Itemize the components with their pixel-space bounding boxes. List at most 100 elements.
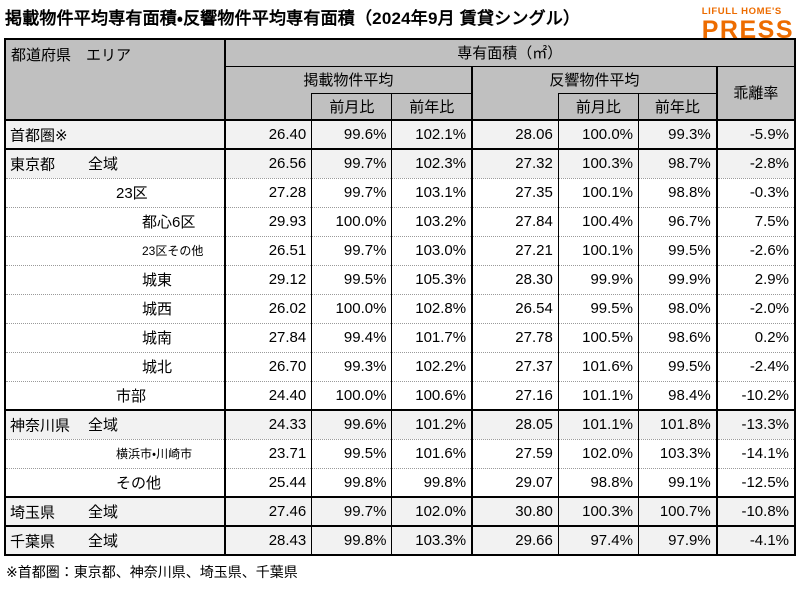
area-label: 城南 <box>142 330 173 347</box>
response-mom-cell: 99.5% <box>557 294 639 324</box>
response-yoy-cell: 100.7% <box>637 497 717 527</box>
divergence-cell: -5.9% <box>715 120 795 150</box>
table-row-23ku: 23区 27.28 99.7% 103.1% 27.35 100.1% 98.8… <box>5 178 795 208</box>
area-label: 全域 <box>88 533 119 550</box>
response-yoy-cell: 99.5% <box>637 352 717 382</box>
divergence-cell: -2.6% <box>715 236 795 266</box>
listed-mom-header: 前月比 <box>311 92 392 121</box>
listed-yoy-cell: 102.2% <box>391 352 473 382</box>
response-yoy-cell: 98.0% <box>637 294 717 324</box>
listed-mom-cell: 99.4% <box>311 323 392 353</box>
listed-yoy-cell: 102.0% <box>391 497 473 527</box>
listed-area-cell: 27.28 <box>223 178 312 208</box>
divergence-header: 乖離率 <box>715 66 795 121</box>
listed-mom-cell: 100.0% <box>311 381 392 411</box>
prefecture-label: 首都圏※ <box>10 127 68 144</box>
listed-yoy-cell: 103.1% <box>391 178 473 208</box>
row-label-cell: 埼玉県 全域 <box>5 497 225 527</box>
response-area-cell: 28.06 <box>471 120 559 150</box>
response-area-cell: 28.30 <box>471 265 559 295</box>
area-label: 市部 <box>116 387 147 405</box>
area-label: 城西 <box>142 301 173 318</box>
response-mom-cell: 100.5% <box>557 323 639 353</box>
response-mom-cell: 99.9% <box>557 265 639 295</box>
listed-area-cell: 27.84 <box>223 323 312 353</box>
listed-area-cell: 29.12 <box>223 265 312 295</box>
listed-yoy-cell: 102.1% <box>391 120 473 150</box>
listed-area-cell: 26.56 <box>223 149 312 179</box>
divergence-cell: -4.1% <box>715 526 795 556</box>
table-row-shibu: 市部 24.40 100.0% 100.6% 27.16 101.1% 98.4… <box>5 381 795 411</box>
listed-area-cell: 24.33 <box>223 410 312 440</box>
listed-mom-cell: 99.3% <box>311 352 392 382</box>
response-yoy-cell: 101.8% <box>637 410 717 440</box>
area-label: 全域 <box>88 504 119 521</box>
row-label-cell: 千葉県 全域 <box>5 526 225 556</box>
listed-mom-cell: 99.8% <box>311 526 392 556</box>
listed-mom-cell: 99.5% <box>311 439 392 469</box>
table-row-kanagawa-zeniki: 神奈川県 全域 24.33 99.6% 101.2% 28.05 101.1% 1… <box>5 410 795 440</box>
listed-yoy-cell: 99.8% <box>391 468 473 498</box>
listed-mom-cell: 99.7% <box>311 497 392 527</box>
listed-yoy-cell: 101.6% <box>391 439 473 469</box>
table-row-shutoken: 首都圏※ 26.40 99.6% 102.1% 28.06 100.0% 99.… <box>5 120 795 150</box>
area-label: 城北 <box>142 359 173 376</box>
page-title: 掲載物件平均専有面積・反響物件平均専有面積（2024年9月 賃貸シングル） <box>5 9 581 28</box>
listed-group-header: 掲載物件平均 <box>223 66 473 93</box>
row-label-cell: 都心6区 <box>5 207 225 237</box>
response-yoy-cell: 99.9% <box>637 265 717 295</box>
listed-yoy-cell: 101.2% <box>391 410 473 440</box>
divergence-cell: -2.4% <box>715 352 795 382</box>
row-label-cell: 城北 <box>5 352 225 382</box>
response-mom-cell: 100.0% <box>557 120 639 150</box>
row-label-cell: 23区 <box>5 178 225 208</box>
listed-area-cell: 26.70 <box>223 352 312 382</box>
response-mom-header: 前月比 <box>557 92 639 121</box>
divergence-cell: -2.0% <box>715 294 795 324</box>
header-row-1: 都道府県 エリア 専有面積（㎡） <box>5 39 795 121</box>
divergence-cell: -12.5% <box>715 468 795 498</box>
response-mom-cell: 98.8% <box>557 468 639 498</box>
response-yoy-cell: 96.7% <box>637 207 717 237</box>
listed-yoy-header: 前年比 <box>391 92 473 121</box>
prefecture-label: 神奈川県 <box>10 417 71 435</box>
response-area-cell: 27.32 <box>471 149 559 179</box>
area-label: 23区その他 <box>142 244 204 258</box>
response-mom-cell: 102.0% <box>557 439 639 469</box>
row-label-cell: 首都圏※ <box>5 120 225 150</box>
top-bar: 掲載物件平均専有面積・反響物件平均専有面積（2024年9月 賃貸シングル） LI… <box>0 0 800 42</box>
listed-area-cell: 29.93 <box>223 207 312 237</box>
response-yoy-cell: 97.9% <box>637 526 717 556</box>
response-mom-cell: 101.1% <box>557 410 639 440</box>
listed-yoy-cell: 103.2% <box>391 207 473 237</box>
listed-area-cell: 25.44 <box>223 468 312 498</box>
row-label-cell: 23区その他 <box>5 236 225 266</box>
lifull-homes-press-logo: LIFULL HOME'S PRESS <box>702 7 796 43</box>
area-label: その他 <box>116 474 162 492</box>
table-row-josei: 城西 26.02 100.0% 102.8% 26.54 99.5% 98.0%… <box>5 294 795 324</box>
table-row-kanagawa-sonota: その他 25.44 99.8% 99.8% 29.07 98.8% 99.1% … <box>5 468 795 498</box>
divergence-cell: -2.8% <box>715 149 795 179</box>
row-label-cell: 市部 <box>5 381 225 411</box>
row-label-cell: その他 <box>5 468 225 498</box>
listed-area-cell: 26.02 <box>223 294 312 324</box>
response-yoy-cell: 99.3% <box>637 120 717 150</box>
response-mom-cell: 100.4% <box>557 207 639 237</box>
header-row-2: 掲載物件平均 反響物件平均 乖離率 <box>5 66 795 121</box>
table-row-saitama-zeniki: 埼玉県 全域 27.46 99.7% 102.0% 30.80 100.3% 10… <box>5 497 795 527</box>
response-area-cell: 27.35 <box>471 178 559 208</box>
divergence-cell: -10.8% <box>715 497 795 527</box>
area-label: 全域 <box>88 156 119 174</box>
row-label-cell: 城南 <box>5 323 225 353</box>
divergence-cell: -14.1% <box>715 439 795 469</box>
listed-yoy-cell: 102.3% <box>391 149 473 179</box>
listed-yoy-cell: 103.0% <box>391 236 473 266</box>
listed-yoy-cell: 100.6% <box>391 381 473 411</box>
response-value-spacer <box>471 93 559 121</box>
prefecture-label: 埼玉県 <box>10 504 56 521</box>
listed-area-cell: 24.40 <box>223 381 312 411</box>
header-row-3: 前月比 前年比 前月比 前年比 <box>5 92 795 121</box>
response-area-cell: 27.78 <box>471 323 559 353</box>
response-area-cell: 29.07 <box>471 468 559 498</box>
listed-yoy-cell: 102.8% <box>391 294 473 324</box>
